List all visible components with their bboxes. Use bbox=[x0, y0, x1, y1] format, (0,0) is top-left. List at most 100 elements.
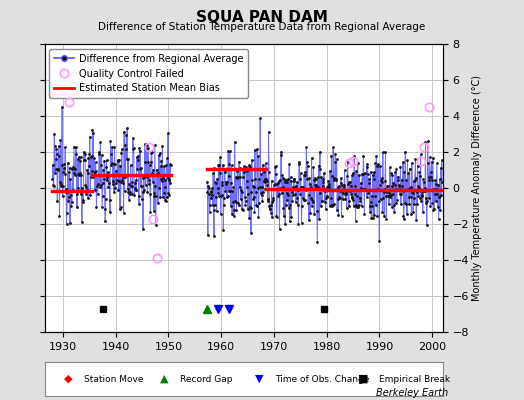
Point bbox=[290, 176, 299, 182]
Text: Station Move: Station Move bbox=[84, 374, 144, 384]
Point bbox=[359, 152, 368, 159]
Point bbox=[224, 160, 233, 167]
Point bbox=[292, 195, 301, 202]
Point bbox=[79, 199, 88, 205]
Point bbox=[255, 200, 263, 206]
Point bbox=[313, 208, 321, 215]
Point bbox=[429, 155, 437, 161]
Point bbox=[253, 203, 261, 210]
Point bbox=[360, 185, 368, 192]
Point bbox=[377, 178, 386, 185]
Point bbox=[332, 176, 340, 182]
Point bbox=[292, 182, 300, 189]
Point bbox=[383, 189, 391, 195]
Point bbox=[433, 159, 441, 166]
Point bbox=[127, 183, 136, 190]
Point bbox=[133, 166, 141, 172]
Point bbox=[237, 206, 246, 212]
Point bbox=[245, 204, 254, 210]
Point bbox=[381, 149, 390, 155]
Point bbox=[52, 155, 60, 162]
Point bbox=[402, 187, 411, 194]
Point bbox=[330, 200, 338, 207]
Point bbox=[227, 180, 235, 186]
Point bbox=[93, 183, 101, 189]
Point bbox=[327, 202, 335, 208]
Point bbox=[328, 173, 336, 180]
Point bbox=[326, 195, 335, 202]
Point bbox=[371, 160, 379, 166]
Point bbox=[140, 141, 149, 148]
Point bbox=[141, 159, 149, 165]
Point bbox=[414, 183, 423, 189]
Point bbox=[69, 187, 78, 193]
Point bbox=[263, 178, 271, 184]
Point bbox=[316, 149, 324, 155]
Point bbox=[387, 170, 395, 176]
Point bbox=[164, 130, 172, 136]
Point bbox=[400, 216, 408, 222]
Point bbox=[365, 176, 374, 182]
Y-axis label: Monthly Temperature Anomaly Difference (°C): Monthly Temperature Anomaly Difference (… bbox=[472, 75, 482, 301]
Point bbox=[265, 203, 274, 210]
Point bbox=[229, 198, 237, 205]
Point bbox=[301, 172, 310, 178]
Point bbox=[223, 194, 231, 200]
Point bbox=[308, 155, 316, 161]
Point bbox=[241, 194, 249, 200]
Point bbox=[284, 176, 292, 182]
Point bbox=[80, 156, 88, 163]
Point bbox=[215, 170, 224, 176]
Point bbox=[343, 205, 351, 212]
Point bbox=[146, 209, 155, 216]
Point bbox=[214, 162, 223, 168]
Point bbox=[261, 186, 270, 192]
Point bbox=[379, 188, 388, 195]
Point bbox=[78, 219, 86, 225]
Point bbox=[362, 186, 370, 193]
Point bbox=[97, 152, 106, 158]
Point bbox=[373, 212, 381, 219]
Point bbox=[51, 169, 59, 176]
Point bbox=[299, 194, 308, 201]
Point bbox=[260, 176, 269, 182]
Point bbox=[400, 169, 409, 176]
Point bbox=[319, 176, 327, 182]
Point bbox=[339, 196, 347, 202]
Point bbox=[246, 163, 254, 170]
Point bbox=[219, 226, 227, 233]
Point bbox=[410, 195, 419, 201]
Point bbox=[313, 239, 322, 245]
Point bbox=[436, 193, 444, 200]
Point bbox=[298, 184, 307, 191]
Point bbox=[416, 194, 424, 201]
Point bbox=[426, 203, 434, 210]
Point bbox=[356, 195, 364, 202]
Point bbox=[309, 199, 317, 205]
Point bbox=[424, 160, 432, 166]
Point bbox=[89, 174, 97, 180]
Point bbox=[288, 189, 296, 195]
Legend: Difference from Regional Average, Quality Control Failed, Estimated Station Mean: Difference from Regional Average, Qualit… bbox=[49, 49, 248, 98]
Point bbox=[395, 190, 403, 197]
Point bbox=[90, 171, 98, 177]
Point bbox=[391, 200, 400, 206]
Point bbox=[127, 183, 135, 189]
Point bbox=[100, 175, 108, 182]
Point bbox=[342, 191, 350, 198]
Point bbox=[346, 178, 355, 185]
Point bbox=[425, 154, 434, 160]
Point bbox=[411, 176, 419, 183]
Point bbox=[119, 210, 128, 216]
Point bbox=[118, 180, 127, 186]
Point bbox=[406, 185, 414, 191]
Point bbox=[228, 211, 236, 218]
Point bbox=[327, 153, 335, 159]
Point bbox=[110, 161, 118, 167]
Point bbox=[354, 202, 363, 208]
Point bbox=[85, 134, 94, 140]
Point bbox=[265, 168, 273, 175]
Point bbox=[151, 142, 159, 148]
Point bbox=[296, 190, 304, 197]
Point bbox=[351, 191, 359, 197]
